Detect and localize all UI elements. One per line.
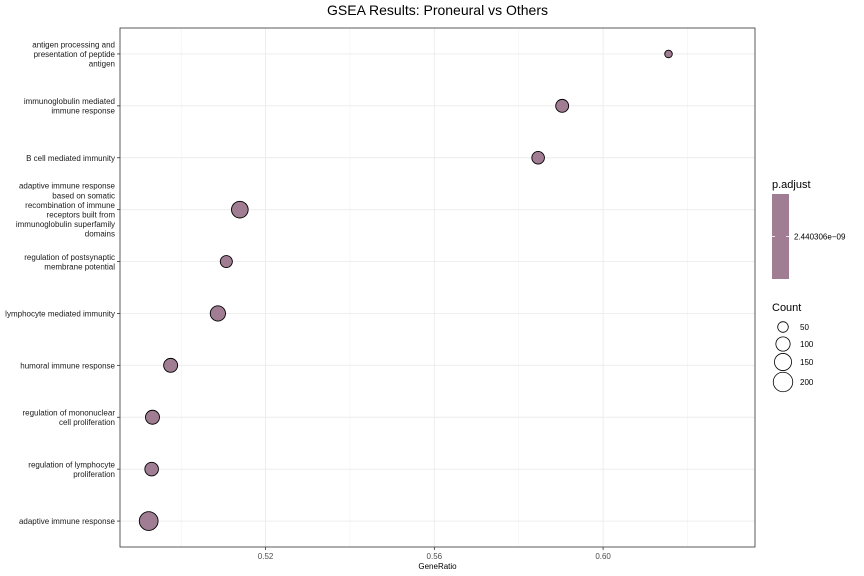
y-tick-label: adaptive immune response [19, 517, 116, 526]
panel-border [119, 27, 756, 548]
y-axis: antigen processing and presentation of pe… [5, 40, 120, 526]
data-points [138, 49, 673, 531]
x-tick-label: 0.52 [258, 552, 274, 561]
y-tick-label: regulation of postsynaptic membrane poten… [24, 253, 115, 272]
y-tick-label: humoral immune response [20, 361, 115, 370]
legend-count-label: 50 [800, 323, 809, 332]
data-point [144, 461, 159, 477]
data-point [163, 357, 179, 373]
legend-count-title: Count [772, 302, 801, 314]
data-point [145, 409, 160, 425]
data-point [231, 200, 249, 219]
data-point [555, 98, 570, 113]
legend-count-label: 100 [800, 340, 814, 349]
y-tick-label: immunoglobulin mediated immune response [24, 97, 116, 116]
data-point [531, 151, 545, 165]
x-tick-label: 0.60 [595, 552, 611, 561]
legend-p-adjust-label: 2.440306e−09 [794, 233, 846, 242]
panel-background [120, 28, 755, 547]
y-tick-label: adaptive immune response based on somatic… [16, 182, 116, 239]
legend-p-adjust: p.adjust 2.440306e−09 [772, 179, 846, 279]
legend-count: Count 50 100 150 200 [772, 302, 814, 393]
y-tick-label: B cell mediated immunity [26, 154, 115, 163]
data-point [209, 305, 226, 322]
legend-count-label: 200 [800, 378, 814, 387]
legend-count-label: 150 [800, 358, 814, 367]
legend-count-key [774, 353, 792, 371]
x-axis-title: GeneRatio [418, 562, 457, 571]
data-point [219, 255, 233, 269]
data-point [138, 511, 159, 531]
plot-panel [119, 27, 756, 548]
grid-lines [120, 28, 755, 547]
x-tick-label: 0.56 [427, 552, 443, 561]
y-tick-label: lymphocyte mediated immunity [5, 309, 115, 318]
legend-count-key [772, 371, 794, 393]
y-tick-label: antigen processing and presentation of pe… [32, 40, 115, 68]
x-axis: 0.52 0.56 0.60 [258, 547, 611, 561]
chart-title: GSEA Results: Proneural vs Others [327, 2, 548, 18]
y-tick-label: regulation of lymphocyte proliferation [28, 460, 115, 479]
legend-count-key [777, 321, 789, 333]
legend-colorbar [772, 194, 789, 279]
legend-p-adjust-title: p.adjust [772, 179, 811, 191]
y-tick-label: regulation of mononuclear cell proliferat… [22, 408, 115, 427]
legend-count-key [775, 336, 791, 352]
data-point [664, 49, 673, 59]
